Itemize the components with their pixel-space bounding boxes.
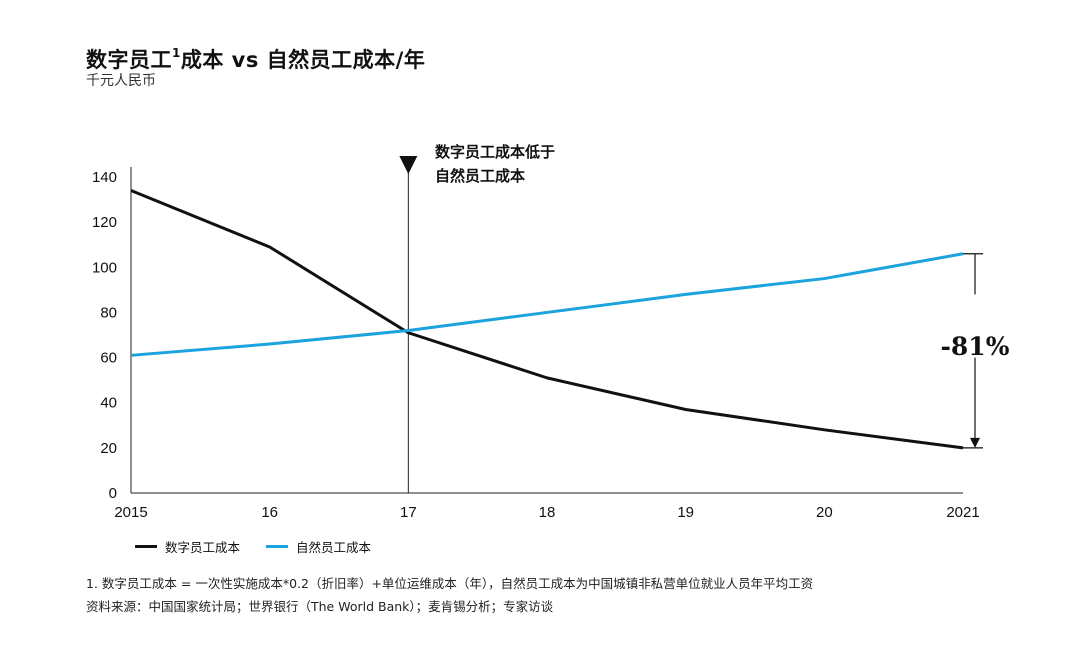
x-tick-label: 17 [400, 504, 417, 521]
y-tick-label: 40 [100, 395, 117, 412]
footnote-definition: 1. 数字员工成本 = 一次性实施成本*0.2（折旧率）+单位运维成本（年），自… [86, 576, 814, 591]
delta-label: -81% [941, 332, 1010, 361]
x-tick-label: 18 [539, 504, 556, 521]
y-tick-label: 120 [92, 214, 117, 231]
footnotes: 1. 数字员工成本 = 一次性实施成本*0.2（折旧率）+单位运维成本（年），自… [86, 572, 813, 618]
legend-swatch-digital [135, 545, 157, 548]
legend-label-natural: 自然员工成本 [296, 540, 372, 555]
x-tick-label: 16 [261, 504, 278, 521]
x-tick-label: 2021 [946, 504, 979, 521]
legend-label-digital: 数字员工成本 [165, 540, 241, 555]
series-layer [130, 189, 964, 450]
axes: 0 20 40 60 80 100 120 140 2015 16 17 18 19 20 2021 [92, 156, 980, 521]
delta-arrowhead [970, 437, 980, 448]
annotation-layer: 数字员工成本低于 自然员工成本 -81% [435, 143, 1010, 449]
unit-label: 千元人民币 [86, 73, 156, 89]
annotation-line2: 自然员工成本 [435, 167, 525, 185]
line-chart: 0 20 40 60 80 100 120 140 2015 16 17 18 19 20 2021 数字员… [92, 143, 1010, 521]
y-tick-label: 60 [100, 350, 117, 367]
title-main: 数字员工 [86, 48, 172, 72]
x-tick-label: 2015 [114, 504, 147, 521]
crossover-marker-triangle [399, 156, 418, 174]
legend-item-natural: 自然员工成本 [266, 537, 371, 556]
legend-swatch-natural [266, 545, 289, 548]
y-tick-label: 20 [100, 440, 117, 457]
y-tick-label: 80 [100, 304, 117, 321]
footnote-sources: 资料来源：中国国家统计局；世界银行（The World Bank）；麦肯锡分析；… [86, 599, 554, 614]
x-tick-label: 19 [677, 504, 694, 521]
y-tick-label: 140 [92, 169, 117, 186]
y-tick-label: 100 [92, 259, 117, 276]
y-tick-label: 0 [109, 485, 117, 502]
legend-item-digital: 数字员工成本 [135, 537, 240, 556]
series-line-natural [130, 252, 964, 357]
series-line-digital [130, 189, 964, 450]
title-rest: 成本 vs 自然员工成本/年 [180, 48, 426, 72]
chart-title: 数字员工1成本 vs 自然员工成本/年 [86, 44, 425, 74]
legend: 数字员工成本 自然员工成本 [135, 537, 371, 556]
title-footnote-mark: 1 [172, 46, 181, 60]
annotation-line1: 数字员工成本低于 [435, 143, 555, 161]
x-tick-label: 20 [816, 504, 833, 521]
